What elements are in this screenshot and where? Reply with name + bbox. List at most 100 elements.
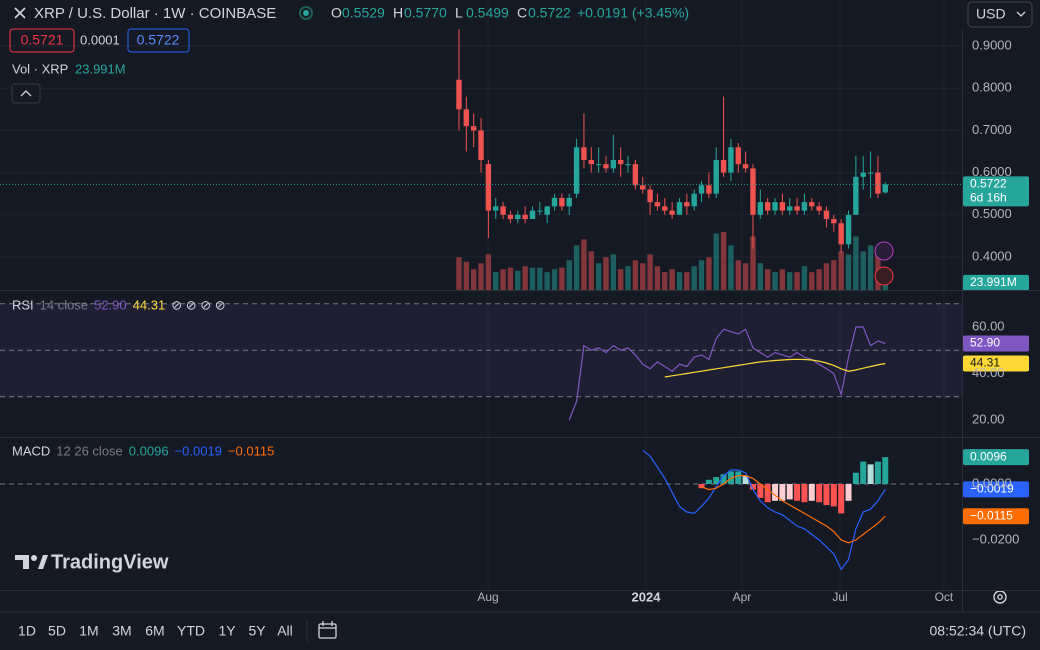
range-button[interactable]: 1M — [79, 623, 98, 639]
indicator-value: −0.0019 — [175, 443, 222, 458]
ohlc-value: 0.5722 — [528, 5, 571, 21]
volume-bar — [493, 272, 499, 290]
candle-body — [632, 164, 639, 186]
range-button[interactable]: 3M — [112, 623, 131, 639]
range-button[interactable]: 1Y — [218, 623, 236, 639]
ask-price: 0.5722 — [137, 32, 180, 48]
candle-body — [750, 168, 756, 215]
candle-body — [588, 159, 594, 165]
candle-body — [559, 197, 565, 207]
candle-body — [831, 219, 837, 224]
volume-bar — [772, 272, 778, 290]
series-line — [701, 475, 886, 544]
histogram-bar — [757, 484, 764, 498]
currency-button[interactable] — [967, 1, 1033, 28]
volume-bar — [853, 236, 859, 290]
histogram-bar — [735, 471, 742, 485]
candle-body — [772, 202, 778, 211]
volume-bar — [801, 266, 808, 290]
histogram-bar — [882, 457, 889, 485]
range-button[interactable]: YTD — [177, 623, 205, 639]
x-tick-label: Apr — [733, 590, 752, 604]
volume-bar — [625, 266, 631, 290]
volume-bar — [573, 245, 580, 290]
volume-bar — [728, 245, 734, 290]
ohlc-key: C — [517, 5, 527, 21]
ohlc-key: O — [331, 5, 342, 21]
indicator-params: 14 close — [40, 297, 88, 312]
histogram-bar — [867, 464, 874, 485]
range-button[interactable]: 6M — [145, 623, 164, 639]
volume-bar — [581, 239, 587, 290]
y-tick-label: 40.00 — [972, 365, 1005, 380]
volume-bar — [662, 272, 668, 290]
candle-body — [595, 164, 602, 166]
calendar-icon[interactable] — [318, 621, 337, 639]
candle-body — [529, 210, 536, 220]
candle-body — [478, 130, 484, 160]
last-price-countdown: 6d 16h — [970, 191, 1007, 205]
status-ring — [299, 6, 313, 20]
histogram-bar — [852, 472, 859, 485]
candle-body — [456, 79, 462, 110]
candle-body — [544, 206, 550, 215]
last-value: −0.0019 — [970, 481, 1014, 495]
volume-bar — [779, 269, 786, 290]
gear-inner — [997, 594, 1003, 600]
last-value-box — [963, 508, 1029, 525]
histogram-bar — [749, 484, 756, 490]
histogram-bar — [830, 484, 837, 507]
candle-body — [493, 206, 499, 211]
candle-body — [566, 197, 572, 207]
candle-body — [801, 202, 808, 211]
range-button[interactable]: 5D — [48, 623, 66, 639]
histogram-bar — [720, 474, 727, 485]
close-icon[interactable] — [14, 7, 26, 19]
volume-bar — [816, 269, 822, 290]
logo-t — [15, 555, 29, 569]
volume-bar — [845, 254, 852, 290]
candle-body — [500, 206, 506, 215]
volume-bar — [544, 272, 550, 290]
histogram-bar — [713, 477, 720, 485]
volume-bar — [882, 282, 888, 290]
last-value: 0.0096 — [970, 449, 1007, 463]
volume-bar — [676, 272, 683, 290]
last-value: −0.0115 — [970, 508, 1013, 522]
x-tick-label: Aug — [477, 590, 498, 604]
candle-body — [507, 214, 514, 220]
candle-body — [853, 176, 859, 215]
volume-bar — [691, 266, 697, 290]
volume-bar — [500, 269, 506, 290]
range-button[interactable]: 1D — [18, 623, 36, 639]
clock: 08:52:34 (UTC) — [930, 623, 1026, 639]
collapse-button[interactable] — [11, 83, 41, 104]
volume-bar — [867, 245, 874, 290]
candle-body — [485, 164, 492, 211]
toolbar: 1D 5D 1M 3M 6M YTD 1Y 5Y All — [18, 623, 293, 639]
bid-price: 0.5721 — [21, 32, 64, 48]
indicator-title: MACD — [12, 443, 50, 458]
y-tick-label: 60.00 — [972, 318, 1005, 333]
indicator-title: RSI — [12, 297, 34, 312]
ohlc-value: 0.5770 — [404, 5, 447, 21]
ask-box[interactable] — [127, 28, 190, 53]
candle-body — [823, 210, 830, 220]
candle-body — [838, 223, 844, 245]
calendar-lines — [319, 621, 336, 629]
volume-bar — [787, 272, 793, 290]
range-button[interactable]: All — [277, 623, 293, 639]
last-value-box — [963, 449, 1029, 466]
bid-box[interactable] — [9, 28, 75, 53]
volume-bar — [794, 272, 800, 290]
candle-body — [669, 210, 675, 215]
candle-body — [617, 159, 624, 165]
candle-body — [610, 159, 617, 169]
y-tick-label: 0.7000 — [972, 122, 1012, 137]
volume-bar — [750, 236, 756, 290]
range-button[interactable]: 5Y — [248, 623, 266, 639]
histogram-bar — [823, 484, 830, 505]
volume-bar — [595, 263, 602, 290]
histogram-bar — [801, 484, 808, 503]
